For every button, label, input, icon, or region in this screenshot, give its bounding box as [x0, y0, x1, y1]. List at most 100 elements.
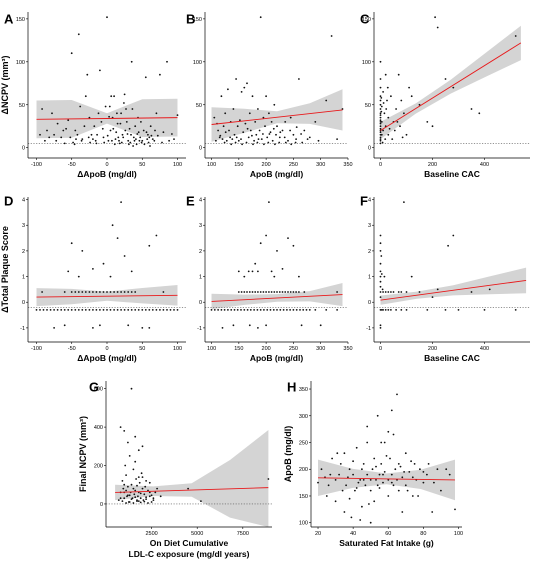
- data-point: [379, 324, 382, 327]
- data-point: [361, 468, 363, 471]
- data-point: [145, 131, 148, 134]
- data-point: [236, 125, 239, 128]
- data-point: [319, 324, 322, 327]
- data-point: [379, 133, 382, 136]
- data-point: [418, 291, 421, 293]
- data-point: [270, 291, 273, 293]
- data-point: [400, 99, 403, 102]
- data-point: [392, 291, 395, 293]
- confidence-band: [36, 285, 178, 307]
- data-point: [140, 472, 143, 475]
- y-tick-label: 150: [299, 494, 308, 500]
- data-point: [134, 125, 137, 128]
- data-point: [274, 143, 276, 146]
- data-point: [132, 145, 135, 147]
- y-tick-label: 1: [368, 275, 371, 281]
- data-point: [95, 142, 98, 145]
- data-point: [413, 463, 416, 465]
- data-point: [379, 242, 382, 245]
- data-point: [161, 141, 163, 144]
- data-point: [278, 136, 281, 139]
- data-point: [380, 97, 383, 99]
- data-point: [134, 435, 137, 438]
- data-point: [379, 138, 382, 141]
- x-tick-label: -100: [31, 162, 42, 168]
- data-point: [133, 493, 136, 496]
- data-point: [325, 495, 328, 497]
- data-point: [92, 309, 94, 311]
- data-point: [113, 143, 116, 146]
- data-point: [385, 455, 388, 457]
- data-point: [364, 484, 367, 487]
- data-point: [159, 73, 161, 76]
- x-axis-label: Saturated Fat Intake (g): [339, 538, 434, 548]
- y-tick-label: 200: [94, 464, 103, 470]
- x-tick-label: 5000: [191, 531, 203, 537]
- data-point: [352, 473, 354, 476]
- data-point: [162, 291, 165, 293]
- data-point: [514, 309, 517, 311]
- data-point: [49, 309, 52, 311]
- data-point: [283, 136, 286, 139]
- data-point: [273, 291, 276, 293]
- data-point: [131, 108, 134, 110]
- data-point: [387, 309, 390, 311]
- data-point: [299, 309, 301, 311]
- data-point: [169, 309, 172, 311]
- data-point: [444, 78, 447, 80]
- data-point: [243, 291, 246, 293]
- data-point: [392, 433, 395, 436]
- x-tick-label: 20: [315, 531, 321, 537]
- data-point: [386, 86, 389, 89]
- data-point: [306, 138, 309, 141]
- data-point: [123, 102, 125, 104]
- data-point: [436, 288, 439, 291]
- data-point: [245, 141, 248, 144]
- data-point: [102, 262, 105, 265]
- data-point: [379, 250, 382, 252]
- x-axis-label: ΔApoB (mg/dl): [77, 169, 137, 179]
- data-point: [379, 108, 382, 110]
- data-point: [67, 119, 70, 122]
- data-point: [470, 108, 473, 110]
- data-point: [276, 125, 278, 128]
- fit-line: [115, 487, 269, 493]
- data-point: [99, 69, 101, 72]
- data-point: [149, 125, 152, 128]
- data-point: [265, 291, 267, 293]
- data-point: [173, 138, 175, 141]
- data-point: [431, 511, 434, 513]
- data-point: [243, 86, 246, 89]
- data-point: [379, 127, 382, 130]
- data-point: [248, 112, 251, 115]
- data-point: [230, 309, 233, 311]
- data-point: [289, 309, 291, 311]
- data-point: [200, 500, 202, 502]
- data-point: [382, 473, 384, 476]
- x-tick-label: 200: [428, 162, 437, 168]
- data-point: [145, 498, 148, 500]
- data-point: [272, 309, 275, 311]
- data-point: [75, 138, 77, 141]
- data-point: [227, 88, 229, 91]
- panel-label: D: [4, 194, 13, 209]
- data-point: [126, 133, 129, 135]
- data-point: [436, 26, 439, 29]
- data-point: [380, 121, 383, 123]
- data-point: [259, 16, 262, 19]
- data-point: [224, 112, 227, 115]
- data-point: [53, 327, 55, 329]
- y-tick-label: 50: [196, 103, 202, 109]
- data-point: [87, 136, 90, 139]
- data-point: [145, 496, 148, 499]
- data-point: [95, 291, 98, 293]
- data-point: [168, 139, 171, 142]
- data-point: [246, 309, 249, 311]
- data-point: [224, 131, 227, 134]
- data-point: [117, 499, 120, 501]
- data-point: [130, 309, 133, 311]
- data-point: [132, 502, 135, 504]
- data-point: [130, 387, 133, 390]
- panel-label: H: [287, 380, 296, 395]
- data-point: [399, 465, 402, 468]
